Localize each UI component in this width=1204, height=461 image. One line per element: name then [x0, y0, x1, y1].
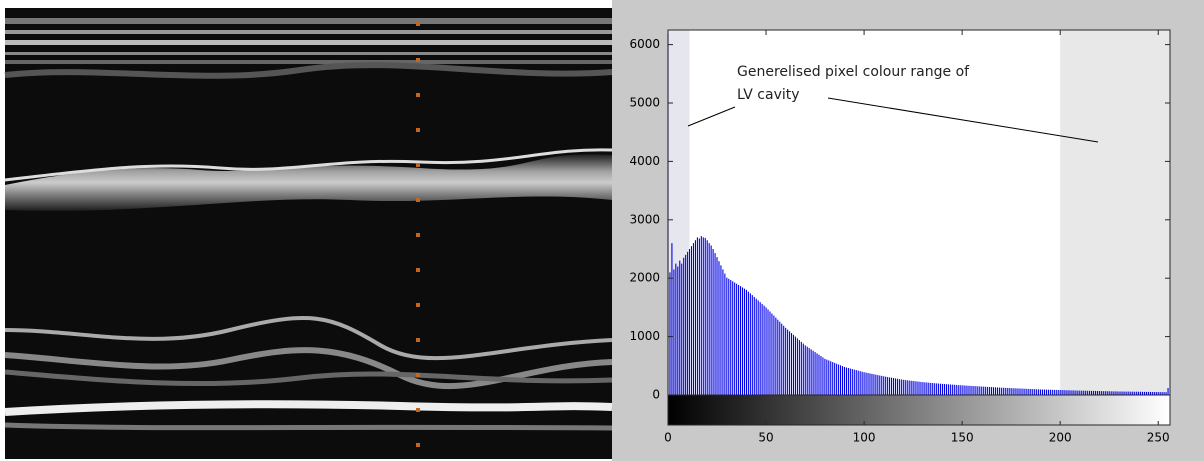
highlight-span: [1060, 30, 1170, 395]
m-mode-image: [5, 8, 612, 459]
y-tick-label: 1000: [629, 329, 660, 343]
x-tick-label: 200: [1049, 431, 1072, 445]
x-tick-label: 150: [951, 431, 974, 445]
x-tick-label: 250: [1147, 431, 1170, 445]
annotation: LV cavity: [737, 87, 800, 103]
page: Generelised pixel colour range of LV cav…: [0, 0, 1204, 461]
x-tick-label: 100: [853, 431, 876, 445]
y-tick-label: 5000: [629, 96, 660, 110]
y-tick-label: 0: [652, 388, 660, 402]
figure: Generelised pixel colour range of LV cav…: [0, 0, 1204, 461]
x-tick-label: 0: [664, 431, 672, 445]
x-tick-label: 50: [758, 431, 773, 445]
y-tick-label: 4000: [629, 154, 660, 168]
highlight-span: [668, 30, 690, 395]
y-tick-label: 3000: [629, 212, 660, 226]
y-tick-label: 2000: [629, 271, 660, 285]
y-tick-label: 6000: [629, 37, 660, 51]
colorbar: [668, 395, 1170, 425]
annotation: Generelised pixel colour range of: [737, 64, 970, 80]
